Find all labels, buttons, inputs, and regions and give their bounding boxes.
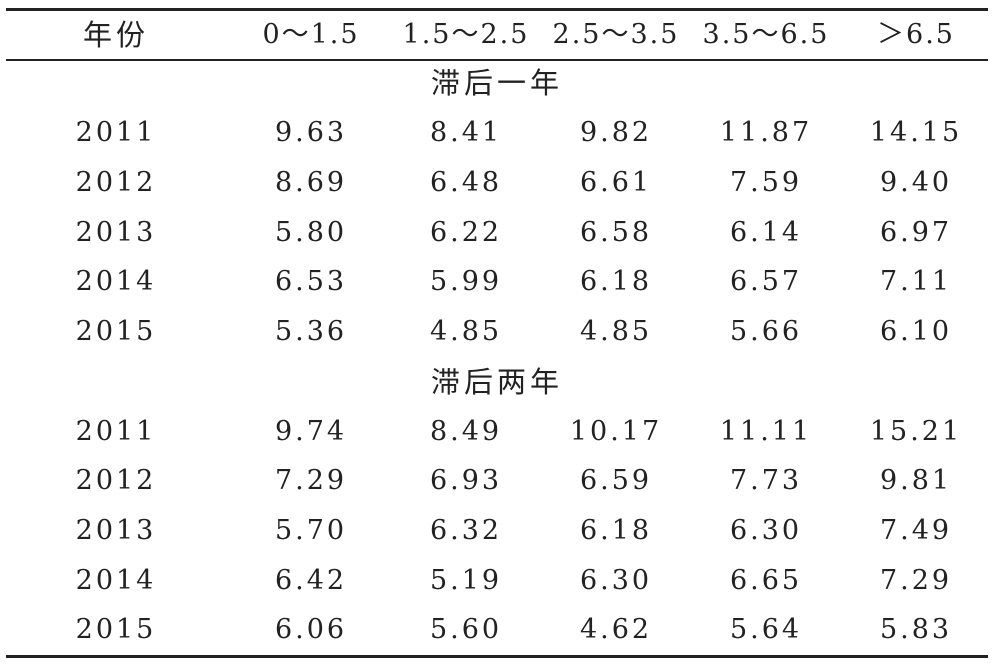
table-row: 2013 5.70 6.32 6.18 6.30 7.49 — [6, 511, 988, 551]
value-cell: 6.10 — [879, 316, 953, 347]
value-cell: 6.53 — [274, 266, 348, 297]
header-col-4: 3.5～6.5 — [702, 19, 830, 50]
value-cell: 5.80 — [274, 217, 348, 248]
value-cell: 5.19 — [429, 565, 503, 596]
value-cell: 6.18 — [579, 515, 653, 546]
value-cell: 6.06 — [274, 614, 348, 645]
value-cell: 5.36 — [274, 316, 348, 347]
table-row: 2013 5.80 6.22 6.58 6.14 6.97 — [6, 213, 988, 253]
value-cell: 7.49 — [879, 515, 953, 546]
section-title-lag-two-years: 滞后两年 — [430, 365, 563, 399]
value-cell: 6.93 — [429, 465, 503, 496]
value-cell: 6.59 — [579, 465, 653, 496]
table-row: 2012 8.69 6.48 6.61 7.59 9.40 — [6, 163, 988, 203]
year-cell: 2012 — [75, 167, 157, 198]
year-cell: 2012 — [75, 465, 157, 496]
value-cell: 6.30 — [729, 515, 803, 546]
year-cell: 2011 — [75, 117, 157, 148]
value-cell: 6.22 — [429, 217, 503, 248]
value-cell: 7.59 — [729, 167, 803, 198]
value-cell: 6.32 — [429, 515, 503, 546]
value-cell: 8.49 — [429, 416, 503, 447]
value-cell: 6.58 — [579, 217, 653, 248]
value-cell: 5.64 — [729, 614, 803, 645]
value-cell: 6.61 — [579, 167, 653, 198]
year-cell: 2014 — [75, 565, 157, 596]
value-cell: 6.30 — [579, 565, 653, 596]
header-col-2: 1.5～2.5 — [402, 19, 530, 50]
year-cell: 2013 — [75, 217, 157, 248]
value-cell: 8.41 — [429, 117, 503, 148]
value-cell: 7.11 — [879, 266, 953, 297]
year-cell: 2011 — [75, 416, 157, 447]
section-title-lag-one-year: 滞后一年 — [430, 66, 563, 100]
value-cell: 6.65 — [729, 565, 803, 596]
header-year: 年份 — [82, 18, 149, 52]
table-row: 2015 6.06 5.60 4.62 5.64 5.83 — [6, 610, 988, 650]
bottom-rule — [6, 655, 988, 658]
value-cell: 14.15 — [869, 117, 963, 148]
value-cell: 6.97 — [879, 217, 953, 248]
value-cell: 6.42 — [274, 565, 348, 596]
header-col-3: 2.5～3.5 — [552, 19, 680, 50]
value-cell: 5.70 — [274, 515, 348, 546]
table-row: 2012 7.29 6.93 6.59 7.73 9.81 — [6, 461, 988, 501]
value-cell: 10.17 — [569, 416, 663, 447]
value-cell: 6.18 — [579, 266, 653, 297]
value-cell: 9.82 — [579, 117, 653, 148]
header-row: 年份 0～1.5 1.5～2.5 2.5～3.5 3.5～6.5 ＞6.5 — [6, 15, 988, 55]
value-cell: 7.73 — [729, 465, 803, 496]
value-cell: 7.29 — [274, 465, 348, 496]
value-cell: 6.57 — [729, 266, 803, 297]
table-row: 2014 6.53 5.99 6.18 6.57 7.11 — [6, 262, 988, 302]
table-row: 2015 5.36 4.85 4.85 5.66 6.10 — [6, 312, 988, 352]
table-row: 2011 9.63 8.41 9.82 11.87 14.15 — [6, 113, 988, 153]
value-cell: 6.14 — [729, 217, 803, 248]
value-cell: 9.63 — [274, 117, 348, 148]
value-cell: 4.85 — [579, 316, 653, 347]
value-cell: 15.21 — [869, 416, 963, 447]
value-cell: 6.48 — [429, 167, 503, 198]
year-cell: 2013 — [75, 515, 157, 546]
table-row: 2014 6.42 5.19 6.30 6.65 7.29 — [6, 561, 988, 601]
value-cell: 11.11 — [719, 416, 813, 447]
value-cell: 8.69 — [274, 167, 348, 198]
year-cell: 2014 — [75, 266, 157, 297]
value-cell: 4.85 — [429, 316, 503, 347]
value-cell: 5.83 — [879, 614, 953, 645]
value-cell: 9.74 — [274, 416, 348, 447]
value-cell: 9.40 — [879, 167, 953, 198]
year-cell: 2015 — [75, 316, 157, 347]
header-col-1: 0～1.5 — [262, 19, 360, 50]
data-table: 年份 0～1.5 1.5～2.5 2.5～3.5 3.5～6.5 ＞6.5 滞后… — [6, 0, 988, 672]
value-cell: 9.81 — [879, 465, 953, 496]
value-cell: 5.66 — [729, 316, 803, 347]
year-cell: 2015 — [75, 614, 157, 645]
value-cell: 7.29 — [879, 565, 953, 596]
value-cell: 5.99 — [429, 266, 503, 297]
value-cell: 11.87 — [719, 117, 813, 148]
table-row: 2011 9.74 8.49 10.17 11.11 15.21 — [6, 412, 988, 452]
top-rule — [6, 8, 988, 11]
header-col-5: ＞6.5 — [877, 19, 955, 50]
value-cell: 5.60 — [429, 614, 503, 645]
value-cell: 4.62 — [579, 614, 653, 645]
header-rule — [6, 59, 988, 61]
